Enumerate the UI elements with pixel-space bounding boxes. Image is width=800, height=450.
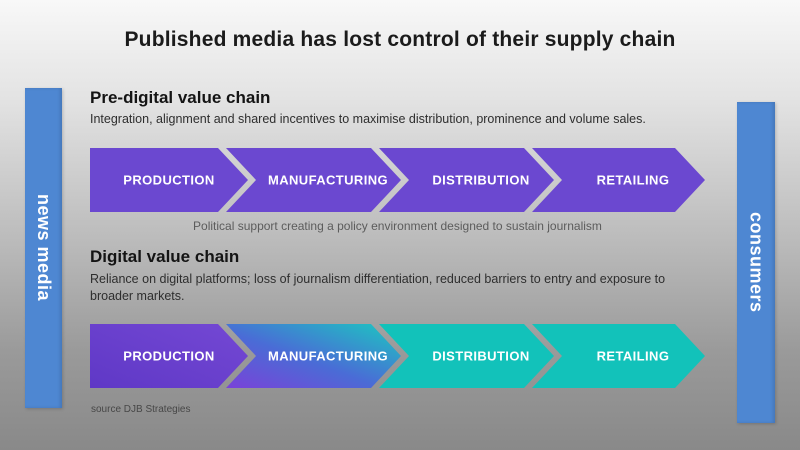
stage-label-manufacturing: MANUFACTURING (268, 173, 388, 188)
stage-arrow (226, 148, 401, 212)
stage-arrow (532, 324, 705, 388)
news-media-bar: news media (25, 88, 62, 408)
stage-label-distribution: DISTRIBUTION (432, 173, 529, 188)
stage-arrow (532, 148, 705, 212)
pre-digital-description: Integration, alignment and shared incent… (90, 112, 646, 126)
source-attribution: source DJB Strategies (91, 404, 191, 415)
stage-label-distribution: DISTRIBUTION (432, 349, 529, 364)
stage-label-retailing: RETAILING (597, 349, 670, 364)
news-media-label: news media (34, 194, 54, 302)
stage-arrow (90, 324, 248, 388)
stage-label-production: PRODUCTION (123, 349, 214, 364)
pre-digital-caption: Political support creating a policy envi… (193, 219, 602, 233)
consumers-bar: consumers (737, 102, 775, 423)
stage-arrow (379, 324, 554, 388)
digital-heading: Digital value chain (90, 247, 240, 266)
digital-description: Reliance on digital platforms; loss of j… (90, 272, 666, 303)
page-title: Published media has lost control of thei… (124, 28, 676, 51)
stage-label-retailing: RETAILING (597, 173, 670, 188)
digital-chain: PRODUCTION MANUFACTURING DISTRIBUTION RE… (90, 324, 705, 388)
pre-digital-heading: Pre-digital value chain (90, 88, 271, 107)
pre-digital-chain: PRODUCTION MANUFACTURING DISTRIBUTION RE… (90, 148, 705, 212)
consumers-label: consumers (746, 212, 767, 313)
stage-arrow (226, 324, 401, 388)
stage-arrow (90, 148, 248, 212)
stage-label-production: PRODUCTION (123, 173, 214, 188)
stage-label-manufacturing: MANUFACTURING (268, 349, 388, 364)
stage-arrow (379, 148, 554, 212)
